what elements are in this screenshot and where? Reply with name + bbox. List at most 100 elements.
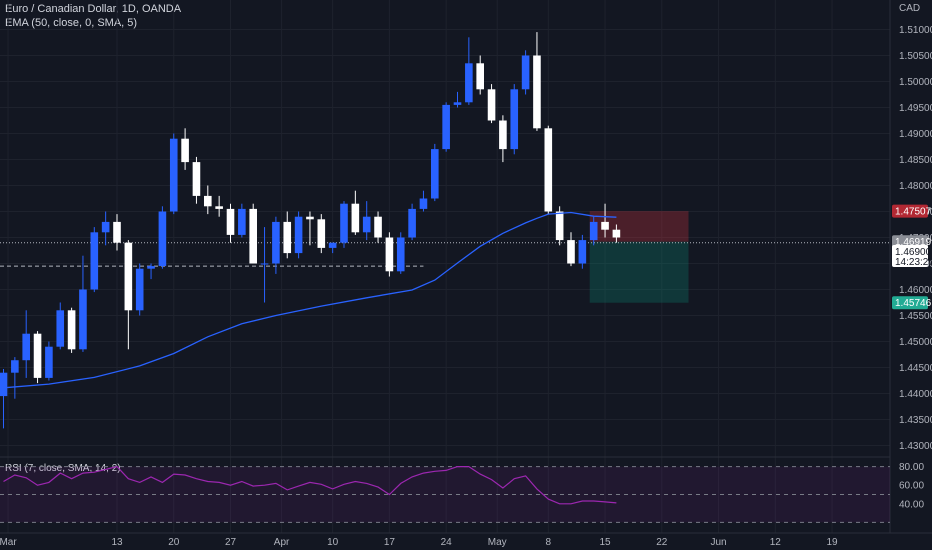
candle-body xyxy=(79,289,87,350)
entry-price-tag: 1.46919 xyxy=(895,237,932,248)
price-tick-label: 1.43000 xyxy=(899,441,932,452)
current-price-tag-bg xyxy=(892,245,928,268)
candle-body xyxy=(521,55,530,90)
price-tick-label: 1.51000 xyxy=(899,25,932,36)
candle-body xyxy=(487,89,496,121)
candle-body xyxy=(419,198,428,209)
candle-body xyxy=(385,237,394,272)
time-tick-label: 22 xyxy=(656,537,668,548)
candle-body xyxy=(328,242,337,248)
candle-body xyxy=(601,221,609,230)
rsi-tick-label: 60.00 xyxy=(899,481,924,492)
time-tick-label: Apr xyxy=(274,537,290,548)
price-tick-label: 1.44000 xyxy=(899,389,932,400)
time-tick-label: Jun xyxy=(710,537,726,548)
entry-price-tag-bg xyxy=(892,235,928,249)
stop-price-tag: 1.47507 xyxy=(895,207,932,218)
candle-body xyxy=(578,240,587,264)
candle-body xyxy=(124,242,133,311)
time-tick-label: 13 xyxy=(111,537,123,548)
candle-body xyxy=(22,333,30,361)
price-tick-label: 1.45500 xyxy=(899,311,932,322)
price-tick-label: 1.44500 xyxy=(899,363,932,374)
candle-body xyxy=(249,208,257,264)
candle-body xyxy=(181,138,189,163)
candle-body xyxy=(589,221,598,241)
price-tick-label: 1.46000 xyxy=(899,285,932,296)
candle-body xyxy=(169,138,178,212)
price-tick-label: 1.48000 xyxy=(899,181,932,192)
candle-body xyxy=(340,203,348,243)
time-tick-label: 19 xyxy=(826,537,838,548)
time-tick-label: 27 xyxy=(225,537,237,548)
time-tick-label: 17 xyxy=(384,537,396,548)
candle-body xyxy=(192,162,201,196)
price-tick-label: 1.48500 xyxy=(899,155,932,166)
time-tick-label: 10 xyxy=(327,537,339,548)
candle-body xyxy=(555,211,564,241)
candle-body xyxy=(272,221,280,264)
candle-body xyxy=(362,216,371,233)
candle-body xyxy=(317,219,326,248)
time-tick-label: 24 xyxy=(441,537,453,548)
candle-body xyxy=(612,229,621,238)
candle-body xyxy=(226,208,235,235)
horizontal-lines[interactable] xyxy=(0,242,890,267)
candle-body xyxy=(56,310,65,347)
price-tick-label: 1.50000 xyxy=(899,77,932,88)
candle-body xyxy=(147,266,155,269)
candle-body xyxy=(67,310,76,350)
target-price-tag: 1.45746 xyxy=(895,298,932,309)
candle-body xyxy=(431,149,439,199)
candle-body xyxy=(113,221,121,243)
candle-body xyxy=(465,63,473,103)
candle-body xyxy=(158,211,167,267)
candle-body xyxy=(408,208,416,238)
time-tick-label: May xyxy=(488,537,507,548)
target-price-tag-bg xyxy=(892,296,928,310)
price-tick-label: 1.45000 xyxy=(899,337,932,348)
ema-path xyxy=(3,211,617,389)
rsi-line xyxy=(3,465,617,505)
candle-body xyxy=(260,263,269,265)
rsi-indicator-label[interactable]: RSI (7, close, SMA, 14, 2) xyxy=(5,463,121,474)
candle-body xyxy=(45,346,53,378)
time-tick-label: 8 xyxy=(546,537,552,548)
candle-body xyxy=(294,216,303,254)
candle-body xyxy=(238,208,246,235)
time-axis[interactable]: Mar 13 20 27 Apr 10 17 24 May 8 15 22 Jun 12 19 xyxy=(0,537,838,548)
candle-body xyxy=(442,104,450,150)
ema-line xyxy=(3,211,617,389)
candle-body xyxy=(0,372,8,397)
ema-indicator-label[interactable]: EMA (50, close, 0, SMA, 5) xyxy=(5,17,138,29)
candle-body xyxy=(33,333,42,378)
grid-lines xyxy=(0,0,932,534)
time-tick-label: 15 xyxy=(599,537,611,548)
candle-body xyxy=(453,102,462,105)
candle-body xyxy=(396,237,405,272)
candle-body xyxy=(101,221,110,233)
candle-body xyxy=(90,232,99,290)
candle-body xyxy=(510,89,519,150)
candle-body xyxy=(306,216,314,220)
time-tick-label: 20 xyxy=(168,537,180,548)
price-tick-label: 1.49000 xyxy=(899,129,932,140)
price-tick-label: 1.49500 xyxy=(899,103,932,114)
candle-body xyxy=(533,55,541,129)
candle-body xyxy=(499,120,507,150)
candle-body xyxy=(351,203,360,233)
candle-body xyxy=(374,216,382,238)
candles xyxy=(0,32,621,429)
rsi-panel xyxy=(0,466,890,523)
symbol-title[interactable]: Euro / Canadian Dollar, 1D, OANDA xyxy=(5,3,182,15)
rsi-band xyxy=(0,466,890,523)
time-tick-label: 12 xyxy=(770,537,782,548)
price-tick-label: 1.43500 xyxy=(899,415,932,426)
currency-label: CAD xyxy=(899,3,921,14)
candle-body xyxy=(476,63,484,90)
candle-body xyxy=(567,240,575,264)
current-price-tag: 1.46900 xyxy=(895,247,932,258)
candle-body xyxy=(215,206,223,209)
